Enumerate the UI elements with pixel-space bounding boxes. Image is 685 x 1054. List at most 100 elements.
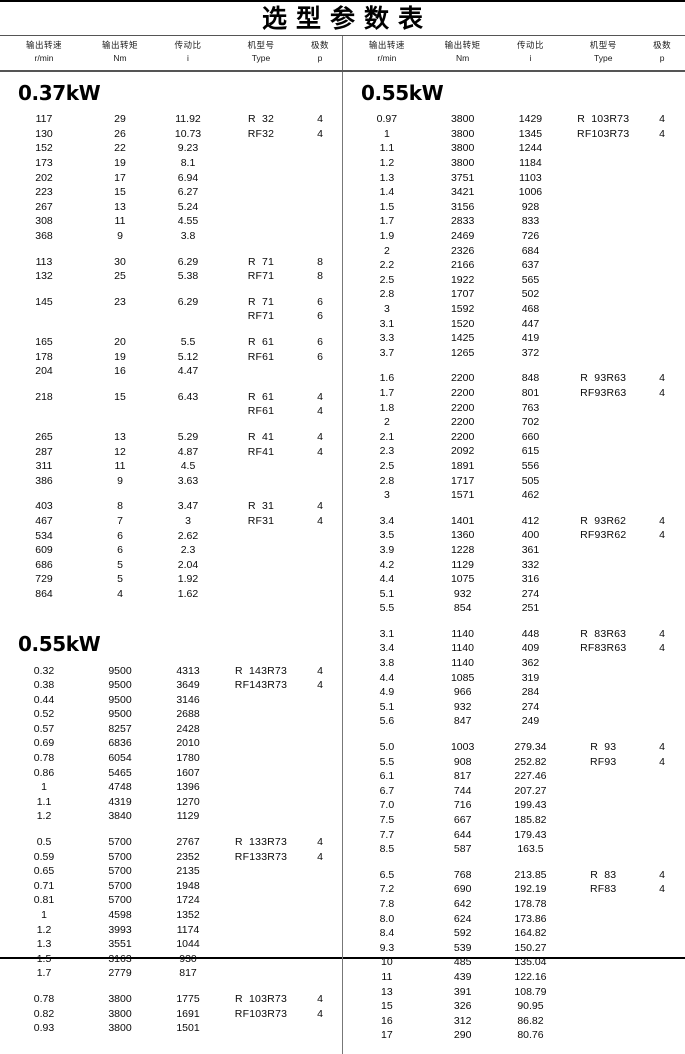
table-row[interactable]: 1.2 3840 1129: [0, 809, 342, 824]
table-row[interactable]: 2 2200 702: [343, 415, 684, 430]
table-row[interactable]: 1 3800 1345 RF103R73 4: [343, 127, 684, 142]
table-row[interactable]: 0.57 8257 2428: [0, 722, 342, 737]
table-row[interactable]: 864 4 1.62: [0, 587, 342, 602]
table-row[interactable]: 204 16 4.47: [0, 364, 342, 379]
table-row[interactable]: 145 23 6.29 R 71 6: [0, 295, 342, 310]
table-row[interactable]: 3.4 1140 409 RF83R63 4: [343, 641, 684, 656]
table-row[interactable]: 265 13 5.29 R 41 4: [0, 430, 342, 445]
table-row[interactable]: 5.1 932 274: [343, 586, 684, 601]
table-row[interactable]: 368 9 3.8: [0, 229, 342, 244]
table-row[interactable]: 17 290 80.76: [343, 1028, 684, 1043]
table-row[interactable]: 15 326 90.95: [343, 999, 684, 1014]
table-row[interactable]: 7.8 642 178.78: [343, 897, 684, 912]
table-row[interactable]: 218 15 6.43 R 61 4: [0, 390, 342, 405]
table-row[interactable]: 0.59 5700 2352 RF133R73 4: [0, 849, 342, 864]
table-row[interactable]: 3.1 1140 448 R 83R63 4: [343, 627, 684, 642]
table-row[interactable]: 534 6 2.62: [0, 528, 342, 543]
table-row[interactable]: 0.5 5700 2767 R 133R73 4: [0, 835, 342, 850]
table-row[interactable]: 3.5 1360 400 RF93R62 4: [343, 528, 684, 543]
table-row[interactable]: 311 11 4.5: [0, 459, 342, 474]
table-row[interactable]: 0.78 3800 1775 R 103R73 4: [0, 992, 342, 1007]
table-row[interactable]: 0.93 3800 1501: [0, 1021, 342, 1036]
table-row[interactable]: 2.8 1707 502: [343, 287, 684, 302]
table-row[interactable]: 173 19 8.1: [0, 156, 342, 171]
table-row[interactable]: 0.78 6054 1780: [0, 751, 342, 766]
table-row[interactable]: 686 5 2.04: [0, 557, 342, 572]
table-row[interactable]: 1.4 3421 1006: [343, 185, 684, 200]
table-row[interactable]: 3.9 1228 361: [343, 543, 684, 558]
table-row[interactable]: 2.2 2166 637: [343, 258, 684, 273]
table-row[interactable]: 10 485 135.04: [343, 955, 684, 970]
table-row[interactable]: 1.9 2469 726: [343, 229, 684, 244]
table-row[interactable]: 8.0 624 173.86: [343, 911, 684, 926]
table-row[interactable]: 7.5 667 185.82: [343, 813, 684, 828]
table-row[interactable]: 0.71 5700 1948: [0, 879, 342, 894]
table-row[interactable]: 132 25 5.38 RF71 8: [0, 269, 342, 284]
table-row[interactable]: 0.82 3800 1691 RF103R73 4: [0, 1006, 342, 1021]
table-row[interactable]: 0.44 9500 3146: [0, 692, 342, 707]
table-row[interactable]: 3 1592 468: [343, 302, 684, 317]
table-row[interactable]: 1.2 3993 1174: [0, 922, 342, 937]
table-row[interactable]: 130 26 10.73 RF32 4: [0, 127, 342, 142]
table-row[interactable]: 609 6 2.3: [0, 543, 342, 558]
table-row[interactable]: 5.5 854 251: [343, 601, 684, 616]
table-row[interactable]: 0.86 5465 1607: [0, 765, 342, 780]
table-row[interactable]: 1.1 4319 1270: [0, 795, 342, 810]
table-row[interactable]: 6.5 768 213.85 R 83 4: [343, 868, 684, 883]
table-row[interactable]: 117 29 11.92 R 32 4: [0, 112, 342, 127]
table-row[interactable]: 308 11 4.55: [0, 214, 342, 229]
table-row[interactable]: 3.1 1520 447: [343, 316, 684, 331]
table-row[interactable]: 1.8 2200 763: [343, 400, 684, 415]
table-row[interactable]: 3.4 1401 412 R 93R62 4: [343, 513, 684, 528]
table-row[interactable]: 1.3 3751 1103: [343, 170, 684, 185]
table-row[interactable]: 2.1 2200 660: [343, 429, 684, 444]
table-row[interactable]: 3.3 1425 419: [343, 331, 684, 346]
table-row[interactable]: 7.0 716 199.43: [343, 798, 684, 813]
table-row[interactable]: 403 8 3.47 R 31 4: [0, 499, 342, 514]
table-row[interactable]: 223 15 6.27: [0, 185, 342, 200]
table-row[interactable]: 3.8 1140 362: [343, 656, 684, 671]
table-row[interactable]: 2.8 1717 505: [343, 473, 684, 488]
table-row[interactable]: 1.1 3800 1244: [343, 141, 684, 156]
table-row[interactable]: 1.2 3800 1184: [343, 156, 684, 171]
table-row[interactable]: 2.5 1891 556: [343, 459, 684, 474]
table-row[interactable]: 2 2326 684: [343, 243, 684, 258]
table-row[interactable]: 1.6 2200 848 R 93R63 4: [343, 371, 684, 386]
table-row[interactable]: 386 9 3.63: [0, 473, 342, 488]
table-row[interactable]: 5.1 932 274: [343, 700, 684, 715]
table-row[interactable]: RF61 4: [0, 404, 342, 419]
table-row[interactable]: 1.5 3156 928: [343, 200, 684, 215]
table-row[interactable]: 1 4598 1352: [0, 908, 342, 923]
table-row[interactable]: 2.3 2092 615: [343, 444, 684, 459]
table-row[interactable]: 5.5 908 252.82 RF93 4: [343, 754, 684, 769]
table-row[interactable]: 202 17 6.94: [0, 170, 342, 185]
table-row[interactable]: 0.81 5700 1724: [0, 893, 342, 908]
table-row[interactable]: 0.32 9500 4313 R 143R73 4: [0, 663, 342, 678]
table-row[interactable]: 5.0 1003 279.34 R 93 4: [343, 740, 684, 755]
table-row[interactable]: 1.3 3551 1044: [0, 937, 342, 952]
table-row[interactable]: 3.7 1265 372: [343, 346, 684, 361]
table-row[interactable]: 4.4 1085 319: [343, 670, 684, 685]
table-row[interactable]: 1.7 2779 817: [0, 966, 342, 981]
table-row[interactable]: 0.97 3800 1429 R 103R73 4: [343, 112, 684, 127]
table-row[interactable]: 13 391 108.79: [343, 984, 684, 999]
table-row[interactable]: 4.4 1075 316: [343, 572, 684, 587]
table-row[interactable]: 178 19 5.12 RF61 6: [0, 349, 342, 364]
table-row[interactable]: 4.2 1129 332: [343, 557, 684, 572]
table-row[interactable]: 5.6 847 249: [343, 714, 684, 729]
table-row[interactable]: 287 12 4.87 RF41 4: [0, 444, 342, 459]
table-row[interactable]: 7.7 644 179.43: [343, 827, 684, 842]
table-row[interactable]: 113 30 6.29 R 71 8: [0, 254, 342, 269]
table-row[interactable]: 0.65 5700 2135: [0, 864, 342, 879]
table-row[interactable]: 0.52 9500 2688: [0, 707, 342, 722]
table-row[interactable]: 1.7 2833 833: [343, 214, 684, 229]
table-row[interactable]: 8.4 592 164.82: [343, 926, 684, 941]
table-row[interactable]: 0.38 9500 3649 RF143R73 4: [0, 678, 342, 693]
table-row[interactable]: 6.1 817 227.46: [343, 769, 684, 784]
table-row[interactable]: 467 7 3 RF31 4: [0, 514, 342, 529]
table-row[interactable]: 7.2 690 192.19 RF83 4: [343, 882, 684, 897]
table-row[interactable]: 1.7 2200 801 RF93R63 4: [343, 386, 684, 401]
table-row[interactable]: 4.9 966 284: [343, 685, 684, 700]
table-row[interactable]: 165 20 5.5 R 61 6: [0, 335, 342, 350]
table-row[interactable]: 267 13 5.24: [0, 200, 342, 215]
